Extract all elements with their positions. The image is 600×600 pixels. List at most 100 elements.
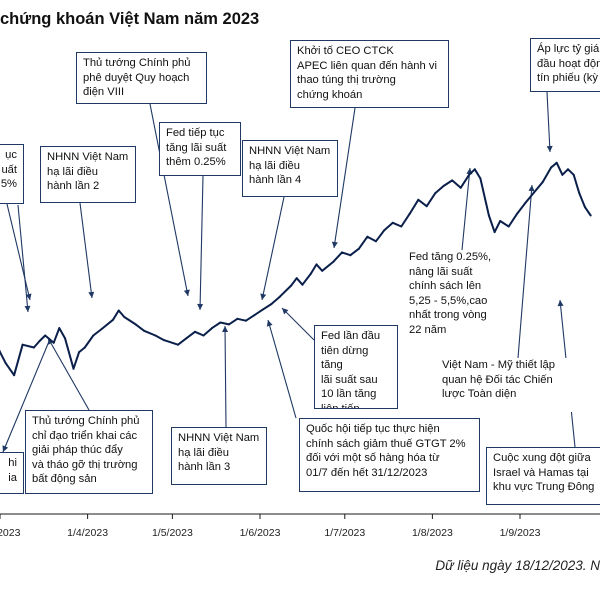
annotation-box: Quốc hội tiếp tục thực hiện chính sách g… xyxy=(299,418,480,492)
data-point xyxy=(83,346,86,349)
data-point xyxy=(253,314,256,317)
data-point xyxy=(451,179,454,182)
data-point xyxy=(123,316,126,318)
data-point xyxy=(0,351,1,354)
data-point xyxy=(550,166,553,169)
data-point xyxy=(468,173,471,176)
chart-title: chứng khoán Việt Nam năm 2023 xyxy=(0,10,260,28)
data-point xyxy=(516,212,519,215)
data-point xyxy=(309,272,312,275)
annotation-arrow xyxy=(266,319,297,419)
data-point xyxy=(315,263,318,266)
annotation-arrow xyxy=(517,184,535,359)
annotation-arrow xyxy=(149,103,190,297)
data-point xyxy=(278,295,281,298)
data-point xyxy=(374,240,377,243)
annotation-box: Khởi tố CEO CTCK APEC liên quan đến hành… xyxy=(290,40,449,108)
data-point xyxy=(44,334,47,337)
annotation-arrow xyxy=(222,325,229,428)
x-tick-label: 1/3/2023 xyxy=(0,527,21,539)
data-point xyxy=(341,251,343,254)
annotation-box: NHNN Việt Nam hạ lãi điều hành lần 4 xyxy=(242,140,338,197)
data-point xyxy=(425,205,428,208)
data-point xyxy=(400,225,403,228)
data-point xyxy=(541,181,544,184)
data-point xyxy=(13,374,16,377)
data-point xyxy=(4,362,7,365)
annotation-box: hi ia xyxy=(0,452,24,494)
data-point xyxy=(112,318,114,321)
data-point xyxy=(584,206,586,209)
annotation-arrow xyxy=(461,167,473,251)
data-point xyxy=(92,334,95,337)
data-point xyxy=(567,168,569,171)
data-point xyxy=(473,168,476,171)
data-point xyxy=(52,341,55,344)
data-point xyxy=(357,247,360,250)
data-point xyxy=(270,303,273,306)
data-point xyxy=(21,343,24,346)
data-point xyxy=(162,339,165,342)
data-point xyxy=(561,173,564,176)
data-point xyxy=(487,214,490,217)
x-tick-label: 1/5/2023 xyxy=(152,527,193,539)
data-point xyxy=(391,221,394,224)
data-point xyxy=(479,177,482,180)
data-point xyxy=(295,277,298,280)
data-point xyxy=(507,225,510,228)
data-point xyxy=(177,343,179,346)
data-point xyxy=(589,214,592,217)
annotation-box: Cuộc xung đột giữa Israel và Hamas tại k… xyxy=(486,447,600,505)
annotation-box: Fed lần đầu tiên dừng tăng lãi suất sau … xyxy=(314,325,398,409)
data-point xyxy=(332,260,335,263)
annotation-arrows xyxy=(2,91,576,453)
annotation-box: Fed tiếp tục tăng lãi suất thêm 0.25% xyxy=(159,122,241,176)
data-point xyxy=(442,184,445,187)
data-point xyxy=(202,334,205,337)
data-point xyxy=(227,323,230,326)
x-tick-label: 1/6/2023 xyxy=(240,527,281,539)
data-point xyxy=(261,308,264,311)
data-point xyxy=(434,192,437,195)
annotation-arrow xyxy=(79,202,95,299)
annotation-arrow xyxy=(260,196,285,301)
data-point xyxy=(493,231,496,234)
data-point xyxy=(578,192,581,195)
series-points xyxy=(0,161,592,377)
data-point xyxy=(366,235,369,238)
annotation-box: NHNN Việt Nam hạ lãi điều hành lần 2 xyxy=(40,146,136,203)
annotation-box: NHNN Việt Nam hạ lãi điều hành lần 3 xyxy=(171,427,267,485)
data-point xyxy=(417,198,420,201)
data-point xyxy=(78,351,81,354)
x-tick-label: 1/7/2023 xyxy=(324,527,365,539)
annotation-box: Việt Nam - Mỹ thiết lập quan hệ Đối tác … xyxy=(440,358,578,412)
data-point xyxy=(32,346,35,349)
x-tick-label: 1/9/2023 xyxy=(500,527,541,539)
annotation-arrow xyxy=(546,91,553,153)
data-point xyxy=(290,284,293,287)
data-point xyxy=(408,212,411,215)
source-note: Dữ liệu ngày 18/12/2023. N xyxy=(435,558,600,573)
x-tick-label: 1/4/2023 xyxy=(67,527,108,539)
data-point xyxy=(100,328,103,330)
annotation-arrow xyxy=(2,338,51,453)
data-point xyxy=(38,340,41,342)
annotation-box: Áp lực tỷ giá đầu hoạt độn tín phiếu (kỳ xyxy=(530,38,600,92)
data-point xyxy=(572,173,575,176)
data-point xyxy=(154,334,157,337)
annotation-arrow xyxy=(197,175,204,311)
data-point xyxy=(533,191,536,194)
annotation-arrow xyxy=(6,203,32,301)
data-point xyxy=(64,337,66,340)
annotation-box: Fed tăng 0.25%, nâng lãi suất chính sách… xyxy=(407,250,510,343)
x-ticks: 1/3/2023 1/4/2023 1/5/2023 1/6/2023 1/7/2023… xyxy=(0,514,541,539)
annotation-arrow xyxy=(281,307,315,341)
data-point xyxy=(301,283,304,286)
data-point xyxy=(499,220,502,222)
annotation-arrow xyxy=(331,107,356,249)
data-point xyxy=(349,254,352,257)
data-point xyxy=(555,161,558,164)
data-point xyxy=(236,317,239,320)
data-point xyxy=(321,269,324,272)
